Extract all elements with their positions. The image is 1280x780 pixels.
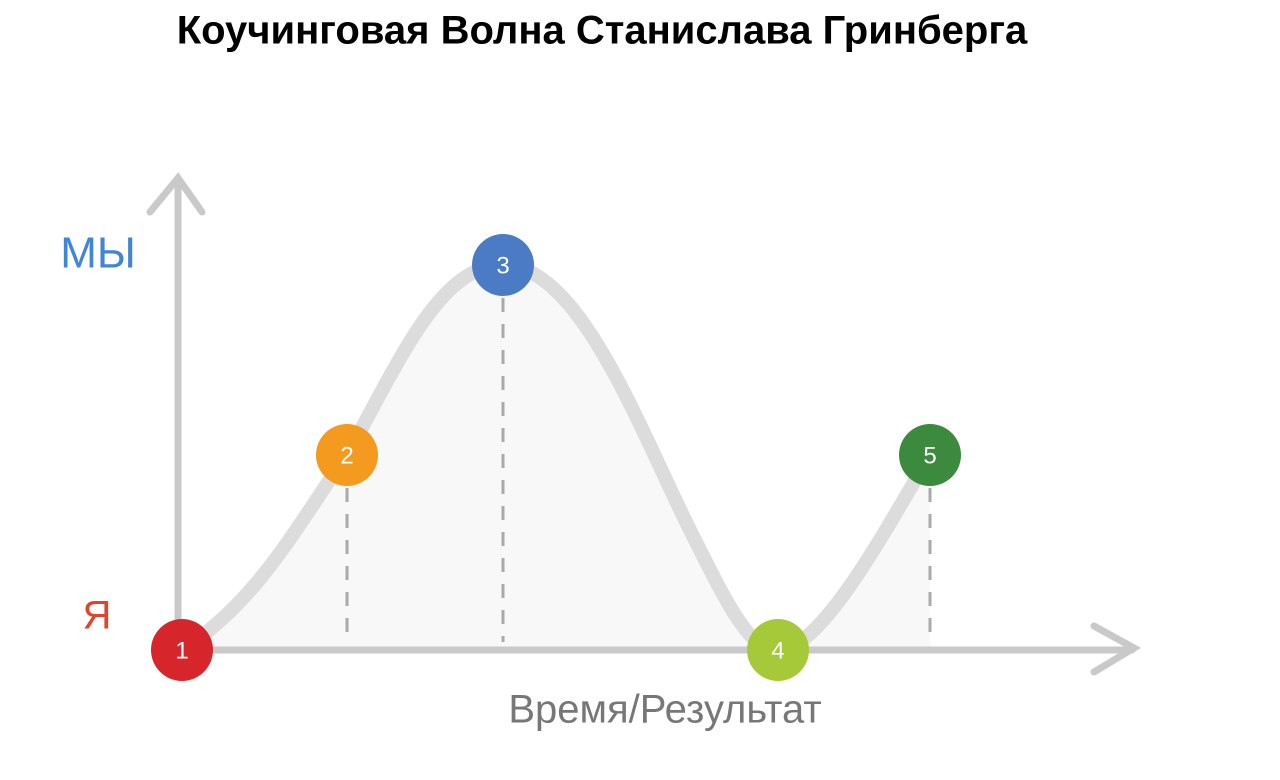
x-axis-label: Время/Результат <box>508 688 821 732</box>
node <box>316 424 378 486</box>
node-label: 2 <box>340 442 353 469</box>
y-top-label: МЫ <box>60 229 136 278</box>
node <box>472 234 534 296</box>
node-label: 5 <box>923 442 936 469</box>
title: Коучинговая Волна Станислава Гринберга <box>177 9 1028 53</box>
wave-area <box>182 265 930 650</box>
nodes: 1 2 3 4 5 <box>151 234 961 681</box>
node <box>151 619 213 681</box>
node <box>747 619 809 681</box>
guides <box>345 298 932 642</box>
node <box>899 424 961 486</box>
axes <box>146 172 1142 676</box>
node-label: 4 <box>771 637 784 664</box>
node-label: 1 <box>175 637 188 664</box>
node-label: 3 <box>496 252 509 279</box>
y-bottom-label: Я <box>83 594 112 638</box>
